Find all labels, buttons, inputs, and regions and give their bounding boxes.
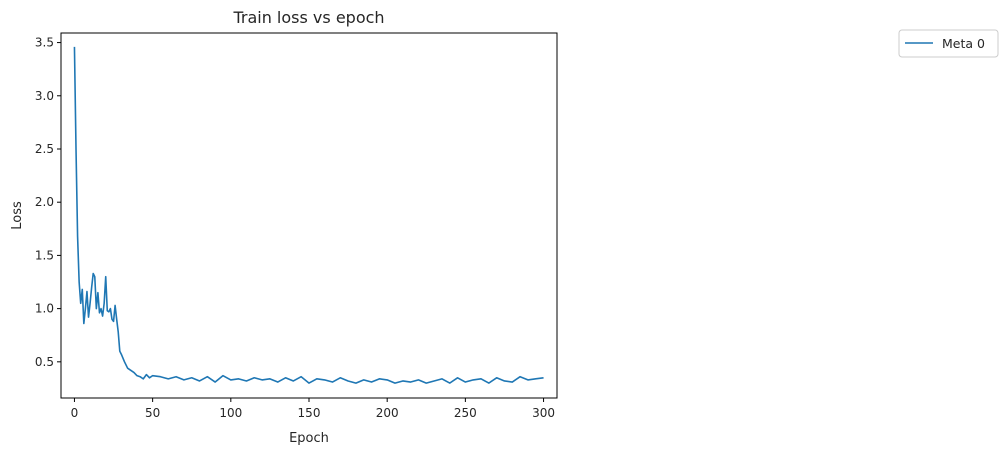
series-line-meta-0 (73, 46, 544, 384)
x-tick-label: 200 (376, 406, 399, 420)
y-tick-label: 1.5 (35, 248, 54, 262)
chart-title: Train loss vs epoch (232, 8, 384, 27)
x-tick-label: 0 (71, 406, 79, 420)
y-tick-label: 2.5 (35, 142, 54, 156)
y-axis: 0.5 1.0 1.5 2.0 2.5 3.0 3.5 (35, 36, 61, 369)
legend-box (898, 29, 999, 58)
x-tick-label: 50 (145, 406, 160, 420)
x-tick-label: 100 (219, 406, 242, 420)
x-tick-label: 150 (298, 406, 321, 420)
y-axis-label: Loss (10, 201, 25, 230)
y-tick-label: 1.0 (35, 302, 54, 316)
x-axis-label: Epoch (289, 431, 329, 446)
legend-label-meta-0: Meta 0 (942, 36, 985, 51)
legend: Meta 0 (898, 29, 999, 58)
series-layer (73, 46, 544, 384)
y-tick-label: 3.0 (35, 89, 54, 103)
plot-frame (60, 32, 558, 399)
y-tick-label: 2.0 (35, 195, 54, 209)
x-tick-label: 300 (532, 406, 555, 420)
x-axis: 0 50 100 150 200 250 300 (71, 398, 555, 420)
y-tick-label: 3.5 (35, 36, 54, 50)
x-tick-label: 250 (454, 406, 477, 420)
y-tick-label: 0.5 (35, 355, 54, 369)
